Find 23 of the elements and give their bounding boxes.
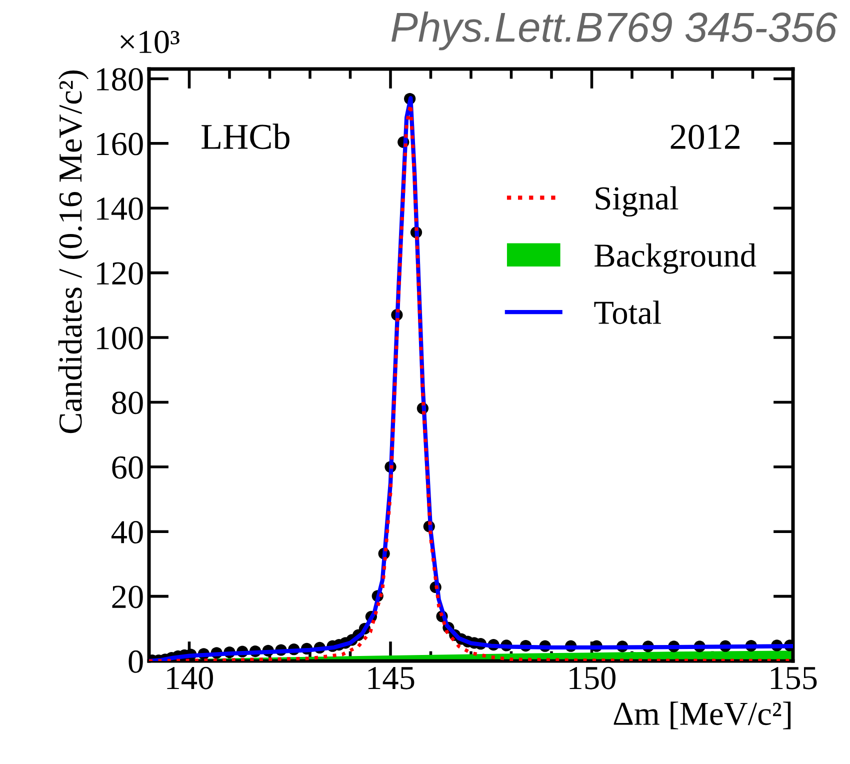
y-axis-title: Candidates / (0.16 MeV/c²) bbox=[58, 70, 89, 434]
x-tick-label: 140 bbox=[167, 666, 213, 690]
x-tick-label: 155 bbox=[770, 666, 817, 690]
y-tick-label: 20 bbox=[112, 586, 143, 608]
legend-label: Signal bbox=[596, 186, 678, 217]
legend-label: Total bbox=[594, 300, 661, 324]
annotation: LHCb bbox=[202, 124, 290, 150]
y-tick-label: 60 bbox=[112, 456, 143, 479]
x-axis-title: Δm [MeV/c²] bbox=[614, 702, 791, 730]
annotation: 2012 bbox=[670, 124, 740, 150]
text: ×10³ bbox=[120, 30, 180, 54]
y-tick-label: 120 bbox=[97, 262, 143, 285]
x-tick-label: 145 bbox=[368, 666, 414, 690]
text: Phys.Lett.B769 345-356 bbox=[391, 11, 838, 50]
y-tick-label: 0 bbox=[128, 650, 143, 673]
y-tick-label: 100 bbox=[97, 326, 143, 350]
y-tick-label: 180 bbox=[97, 68, 143, 91]
y-tick-label: 80 bbox=[112, 392, 143, 414]
y-tick-label: 160 bbox=[97, 132, 143, 156]
y-tick-label: 40 bbox=[111, 521, 143, 544]
legend-label: Background bbox=[594, 243, 756, 274]
y-tick-label: 140 bbox=[97, 198, 143, 220]
x-tick-label: 150 bbox=[570, 666, 616, 690]
